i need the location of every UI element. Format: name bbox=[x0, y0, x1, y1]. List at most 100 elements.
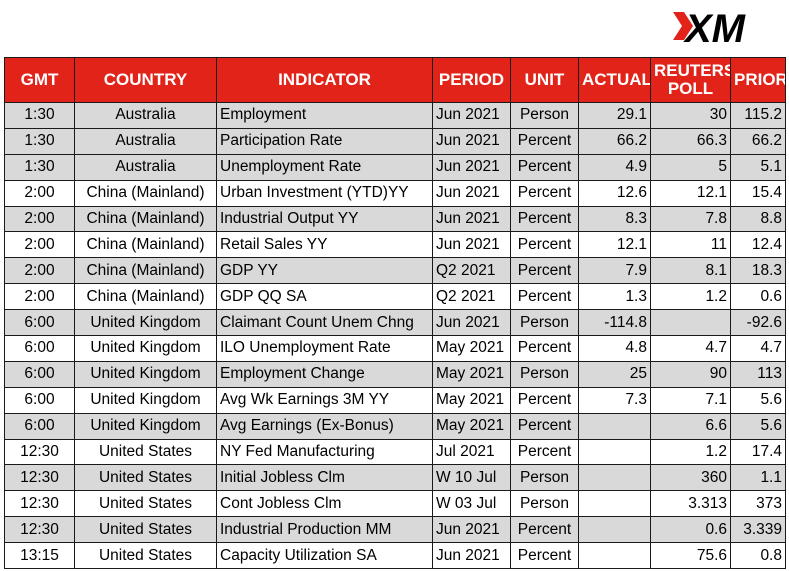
table-row: 12:30 United States NY Fed Manufacturing Ju… bbox=[4, 438, 786, 466]
cell-period: W 03 Jul bbox=[432, 490, 511, 518]
cell-prior: 17.4 bbox=[730, 438, 786, 466]
cell-period: Jun 2021 bbox=[432, 153, 511, 181]
cell-period: May 2021 bbox=[432, 412, 511, 440]
table-row: 2:00 China (Mainland) Urban Investment (YT… bbox=[4, 179, 786, 207]
cell-reuters-poll: 0.6 bbox=[650, 516, 731, 544]
cell-gmt: 12:30 bbox=[4, 438, 75, 466]
cell-actual: 7.9 bbox=[578, 257, 651, 285]
cell-country: United Kingdom bbox=[74, 309, 217, 337]
cell-unit: Percent bbox=[510, 516, 579, 544]
cell-gmt: 6:00 bbox=[4, 386, 75, 414]
cell-country: United Kingdom bbox=[74, 412, 217, 440]
cell-reuters-poll: 66.3 bbox=[650, 127, 731, 155]
cell-gmt: 6:00 bbox=[4, 335, 75, 362]
cell-reuters-poll: 75.6 bbox=[650, 542, 731, 570]
cell-prior: 5.6 bbox=[730, 412, 786, 440]
cell-actual: 25 bbox=[578, 360, 651, 388]
header-prior: PRIOR bbox=[730, 57, 786, 103]
economic-calendar-table: GMT COUNTRY INDICATOR PERIOD UNIT ACTUAL REUTE… bbox=[4, 57, 786, 570]
cell-prior: 113 bbox=[730, 360, 786, 388]
header-unit: UNIT bbox=[510, 57, 579, 103]
table-row: 2:00 China (Mainland) Industrial Output YY… bbox=[4, 205, 786, 233]
cell-prior: 1.1 bbox=[730, 464, 786, 492]
cell-indicator: Industrial Output YY bbox=[216, 205, 433, 233]
cell-unit: Percent bbox=[510, 205, 579, 233]
cell-unit: Percent bbox=[510, 335, 579, 362]
table-row: 1:30 Australia Participation Rate Jun 2021 P… bbox=[4, 127, 786, 155]
table-row: 6:00 United Kingdom Claimant Count Unem Ch… bbox=[4, 309, 786, 337]
cell-period: Jun 2021 bbox=[432, 516, 511, 544]
cell-prior: 8.8 bbox=[730, 205, 786, 233]
cell-unit: Percent bbox=[510, 412, 579, 440]
cell-unit: Person bbox=[510, 309, 579, 337]
cell-prior: 115.2 bbox=[730, 102, 786, 129]
cell-country: United States bbox=[74, 490, 217, 518]
cell-prior: 4.7 bbox=[730, 335, 786, 362]
cell-reuters-poll: 7.8 bbox=[650, 205, 731, 233]
cell-actual: 7.3 bbox=[578, 386, 651, 414]
cell-gmt: 12:30 bbox=[4, 464, 75, 492]
cell-country: United Kingdom bbox=[74, 360, 217, 388]
cell-gmt: 6:00 bbox=[4, 412, 75, 440]
cell-unit: Percent bbox=[510, 257, 579, 285]
cell-reuters-poll: 360 bbox=[650, 464, 731, 492]
table-row: 6:00 United Kingdom Employment Change May 2… bbox=[4, 360, 786, 388]
cell-unit: Percent bbox=[510, 231, 579, 259]
cell-indicator: Cont Jobless Clm bbox=[216, 490, 433, 518]
cell-country: China (Mainland) bbox=[74, 205, 217, 233]
cell-actual bbox=[578, 490, 651, 518]
cell-actual: -114.8 bbox=[578, 309, 651, 337]
table-row: 2:00 China (Mainland) GDP QQ SA Q2 2021 Perc… bbox=[4, 283, 786, 311]
cell-prior: 18.3 bbox=[730, 257, 786, 285]
cell-period: Jul 2021 bbox=[432, 438, 511, 466]
xm-logo: XM bbox=[671, 6, 779, 50]
cell-reuters-poll: 6.6 bbox=[650, 412, 731, 440]
cell-indicator: Avg Earnings (Ex-Bonus) bbox=[216, 412, 433, 440]
cell-indicator: Employment Change bbox=[216, 360, 433, 388]
header-period: PERIOD bbox=[432, 57, 511, 103]
cell-period: May 2021 bbox=[432, 360, 511, 388]
cell-country: United States bbox=[74, 438, 217, 466]
cell-period: Jun 2021 bbox=[432, 205, 511, 233]
cell-period: Jun 2021 bbox=[432, 127, 511, 155]
cell-unit: Person bbox=[510, 360, 579, 388]
table-row: 1:30 Australia Unemployment Rate Jun 2021 Pe… bbox=[4, 153, 786, 181]
cell-country: Australia bbox=[74, 127, 217, 155]
cell-unit: Percent bbox=[510, 153, 579, 181]
cell-actual: 1.3 bbox=[578, 283, 651, 311]
table-row: 6:00 United Kingdom Avg Wk Earnings 3M YY M… bbox=[4, 386, 786, 414]
table-row: 1:30 Australia Employment Jun 2021 Person 29.… bbox=[4, 102, 786, 129]
cell-indicator: Initial Jobless Clm bbox=[216, 464, 433, 492]
cell-actual: 29.1 bbox=[578, 102, 651, 129]
cell-prior: 5.6 bbox=[730, 386, 786, 414]
cell-indicator: GDP QQ SA bbox=[216, 283, 433, 311]
cell-reuters-poll: 1.2 bbox=[650, 283, 731, 311]
cell-country: China (Mainland) bbox=[74, 257, 217, 285]
cell-period: May 2021 bbox=[432, 386, 511, 414]
cell-gmt: 12:30 bbox=[4, 490, 75, 518]
cell-country: China (Mainland) bbox=[74, 179, 217, 207]
cell-gmt: 12:30 bbox=[4, 516, 75, 544]
cell-actual: 8.3 bbox=[578, 205, 651, 233]
header-gmt: GMT bbox=[4, 57, 75, 103]
cell-prior: 3.339 bbox=[730, 516, 786, 544]
cell-reuters-poll: 12.1 bbox=[650, 179, 731, 207]
cell-actual bbox=[578, 412, 651, 440]
cell-indicator: ILO Unemployment Rate bbox=[216, 335, 433, 362]
cell-actual: 66.2 bbox=[578, 127, 651, 155]
cell-country: United States bbox=[74, 516, 217, 544]
cell-actual bbox=[578, 464, 651, 492]
cell-gmt: 1:30 bbox=[4, 153, 75, 181]
cell-indicator: Industrial Production MM bbox=[216, 516, 433, 544]
header-indicator: INDICATOR bbox=[216, 57, 433, 103]
cell-reuters-poll: 5 bbox=[650, 153, 731, 181]
cell-country: United Kingdom bbox=[74, 335, 217, 362]
cell-reuters-poll: 4.7 bbox=[650, 335, 731, 362]
header-reuters-poll: REUTERS POLL bbox=[650, 57, 731, 103]
cell-period: Q2 2021 bbox=[432, 283, 511, 311]
cell-prior: 0.6 bbox=[730, 283, 786, 311]
table-row: 12:30 United States Industrial Production … bbox=[4, 516, 786, 544]
cell-unit: Percent bbox=[510, 179, 579, 207]
cell-unit: Percent bbox=[510, 438, 579, 466]
cell-actual bbox=[578, 542, 651, 570]
